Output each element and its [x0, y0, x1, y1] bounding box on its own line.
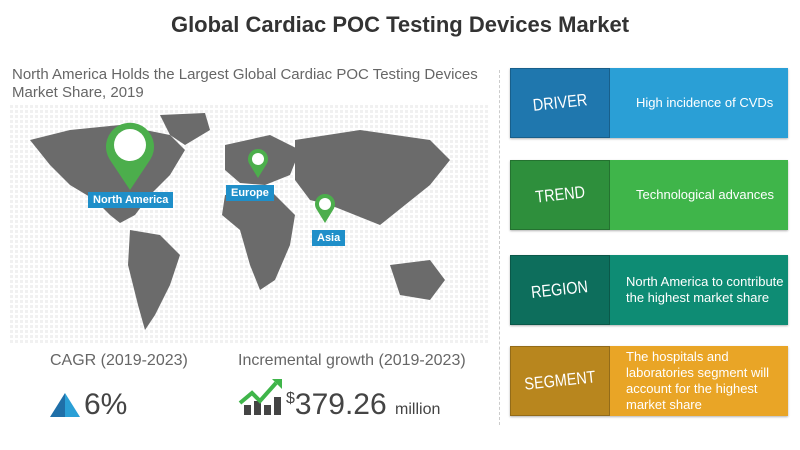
- growth-unit: million: [395, 401, 441, 418]
- divider: [499, 70, 500, 425]
- driver-text: High incidence of CVDs: [610, 68, 788, 138]
- segment-card: SEGMENT The hospitals and laboratories s…: [510, 346, 788, 416]
- growth-label: Incremental growth (2019-2023): [238, 352, 466, 369]
- cagr-value: 6%: [84, 388, 128, 421]
- africa-shape: [222, 190, 295, 290]
- segment-text: The hospitals and laboratories segment w…: [610, 346, 788, 416]
- growth-value: $379.26 million: [286, 388, 440, 422]
- australia-shape: [390, 260, 445, 300]
- region-card: REGION North America to contribute the h…: [510, 255, 788, 325]
- trend-label: TREND: [534, 182, 586, 207]
- cagr-label: CAGR (2019-2023): [50, 352, 188, 369]
- world-map: [10, 105, 490, 345]
- north-america-label: North America: [88, 192, 174, 208]
- asia-label: Asia: [312, 230, 346, 246]
- europe-label: Europe: [226, 185, 274, 201]
- currency-symbol: $: [286, 390, 295, 407]
- trend-card: TREND Technological advances: [510, 160, 788, 230]
- region-label: REGION: [530, 277, 590, 302]
- segment-label: SEGMENT: [523, 367, 597, 394]
- map-subtitle: North America Holds the Largest Global C…: [12, 66, 478, 101]
- region-text: North America to contribute the highest …: [610, 255, 788, 325]
- trend-text: Technological advances: [610, 160, 788, 230]
- south-america-shape: [128, 230, 180, 330]
- driver-label: DRIVER: [531, 90, 589, 115]
- asia-pin: [315, 194, 335, 223]
- page-title: Global Cardiac POC Testing Devices Marke…: [170, 12, 630, 37]
- driver-card: DRIVER High incidence of CVDs: [510, 68, 788, 138]
- triangle-up-icon: [50, 393, 80, 417]
- growth-chart-icon: [238, 379, 282, 415]
- europe-pin: [247, 149, 268, 178]
- north-america-pin: [106, 122, 154, 190]
- growth-amount: 379.26: [294, 388, 387, 421]
- greenland-shape: [160, 113, 210, 145]
